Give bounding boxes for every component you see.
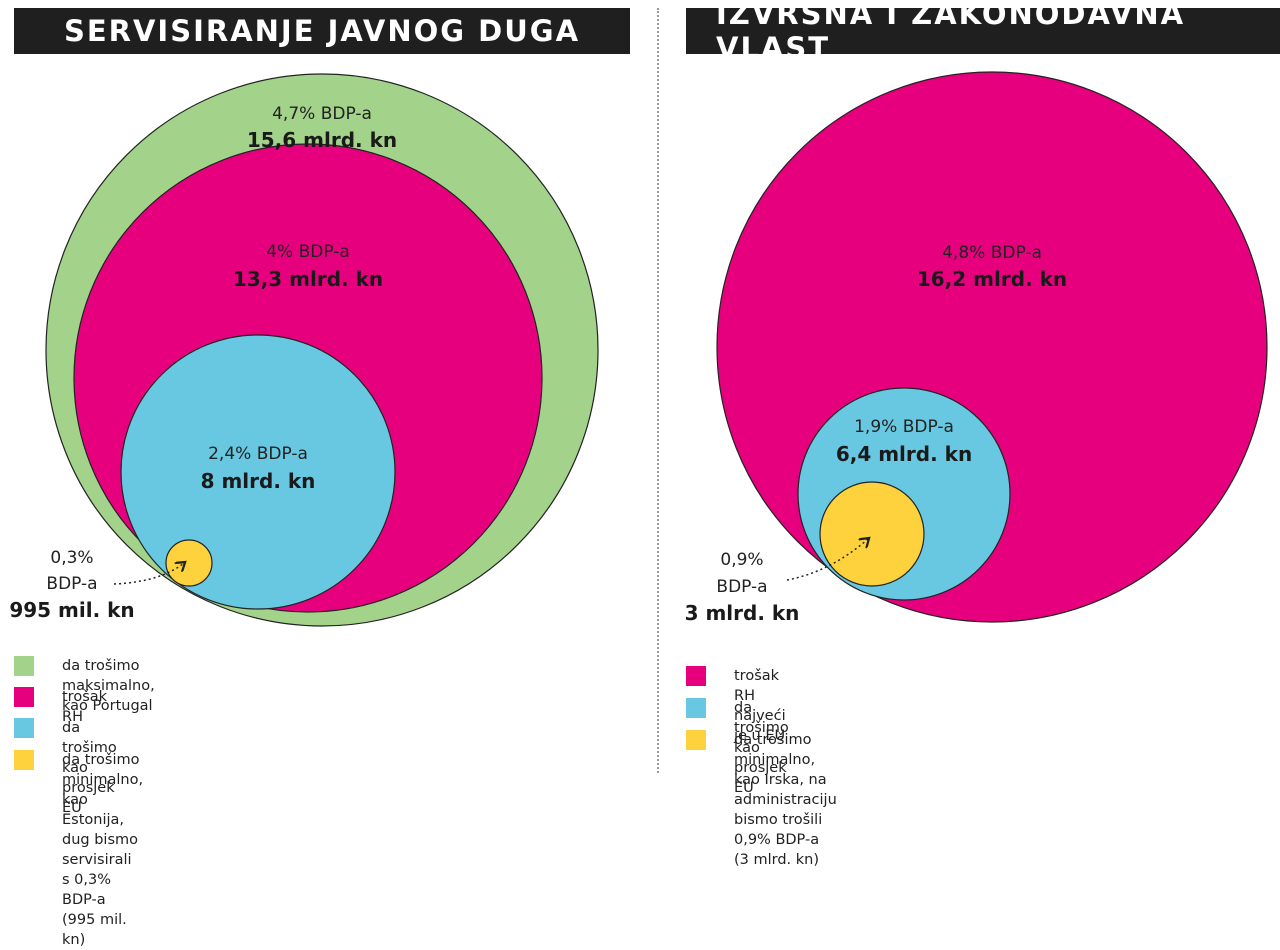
legend-swatch-magenta: [686, 666, 706, 686]
label-portugal-value: 15,6 mlrd. kn: [247, 128, 397, 152]
label-irska-pct-line1: 0,9%: [720, 550, 763, 570]
legend-item-trosak-rh-najveci: trošak RH najveći je u EU: [686, 666, 786, 746]
legend-item-estonija: da trošimo minimalno, kao Estonija, dug …: [14, 750, 143, 950]
legend-label-multiline: da trošimo minimalno, kao Irska, na admi…: [734, 730, 837, 870]
circle-estonija: [165, 539, 213, 587]
legend-swatch-yellow: [686, 730, 706, 750]
label-prosjek-eu-value: 8 mlrd. kn: [201, 469, 316, 493]
label-estonija-value: 995 mil. kn: [9, 598, 134, 622]
label-estonija-pct-line2: BDP-a: [46, 574, 97, 594]
legend-item-irska: da trošimo minimalno, kao Irska, na admi…: [686, 730, 837, 870]
label-trosak-rh-najveci-pct: 4,8% BDP-a: [942, 243, 1042, 263]
legend-item-trosak-rh: trošak RH: [14, 687, 107, 727]
label-prosjek-eu-right-value: 6,4 mlrd. kn: [836, 442, 972, 466]
nested-circles-chart: 4,7% BDP-a 15,6 mlrd. kn 4% BDP-a 13,3 m…: [9, 71, 1268, 627]
label-portugal-pct: 4,7% BDP-a: [272, 104, 372, 124]
legend-label-line2: (3 mlrd. kn): [734, 852, 820, 868]
label-estonija-pct-line1: 0,3%: [50, 548, 93, 568]
legend-label-line1: da trošimo minimalno, kao Irska, na admi…: [734, 732, 837, 848]
legend-swatch-magenta: [14, 687, 34, 707]
legend-swatch-blue: [14, 718, 34, 738]
legend-swatch-green: [14, 656, 34, 676]
legend-label: trošak RH najveći je u EU: [734, 668, 786, 744]
label-irska-pct-line2: BDP-a: [716, 577, 767, 597]
circle-irska: [819, 481, 925, 587]
label-trosak-rh-value: 13,3 mlrd. kn: [233, 267, 383, 291]
legend-label: da trošimo maksimalno, kao Portugal: [62, 658, 155, 714]
legend-swatch-blue: [686, 698, 706, 718]
legend-item-portugal: da trošimo maksimalno, kao Portugal: [14, 656, 155, 716]
label-prosjek-eu-right-pct: 1,9% BDP-a: [854, 417, 954, 437]
label-prosjek-eu-pct: 2,4% BDP-a: [208, 444, 308, 464]
legend-swatch-yellow: [14, 750, 34, 770]
label-irska-value: 3 mlrd. kn: [685, 601, 800, 625]
label-trosak-rh-pct: 4% BDP-a: [266, 242, 350, 262]
legend-label: trošak RH: [62, 689, 108, 725]
panel-divider: [657, 8, 659, 773]
panel-title-servisiranje: SERVISIRANJE JAVNOG DUGA: [14, 8, 630, 54]
label-trosak-rh-najveci-value: 16,2 mlrd. kn: [917, 267, 1067, 291]
legend-label: da trošimo minimalno, kao Estonija, dug …: [62, 752, 144, 948]
pointer-arrow-estonija: [113, 563, 184, 585]
